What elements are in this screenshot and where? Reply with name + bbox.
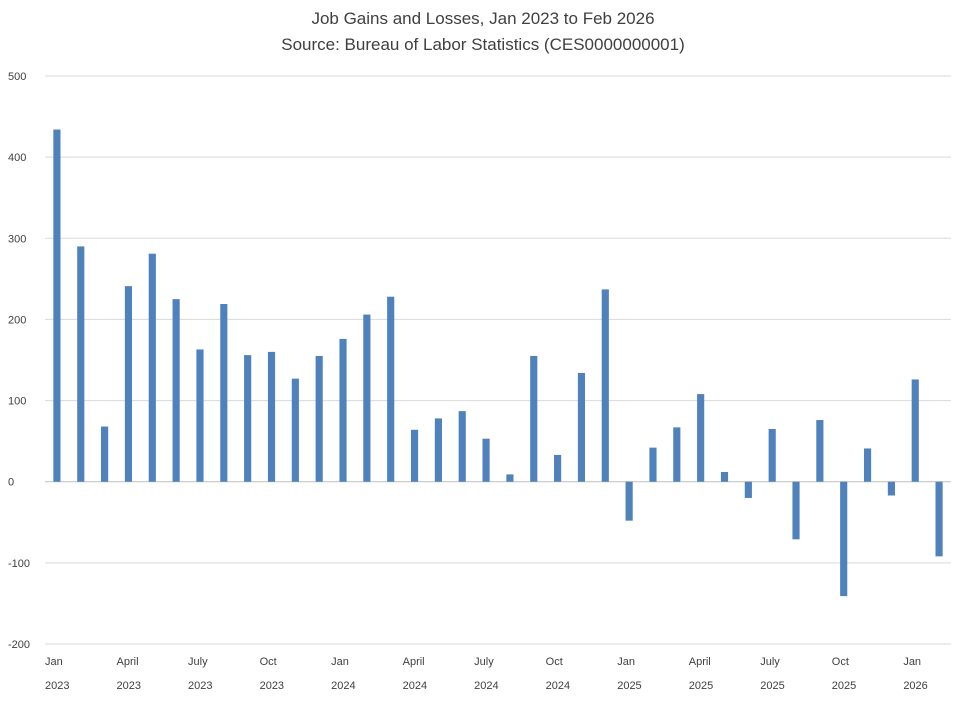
x-tick-label-month: Oct [260,656,277,668]
bar: Apr 2023: 241 [124,286,133,482]
bar: Aug 2025: -71 [792,481,800,540]
bar: Sep 2025: 76 [816,420,824,482]
x-tick-label-year: 2026 [903,680,927,692]
bar: Feb 2025: 42 [649,447,657,482]
y-tick-label: 500 [8,71,26,83]
bars: Jan 2023: 434 Feb 2023: 290 Mar 2023: 68 Ap… [53,129,943,597]
bar: Feb 2024: 206 [363,314,371,482]
x-tick-label-year: 2024 [331,680,355,692]
x-tick-label-month: April [689,656,711,668]
x-tick-label-year: 2023 [117,680,141,692]
x-tick-label-month: Jan [617,656,635,668]
x-tick-label-month: April [117,656,139,668]
bar: Mar 2024: 228 [387,296,395,482]
y-tick-label: 200 [8,314,26,326]
bar: Feb 2026: -92 [935,481,943,557]
x-tick-label-year: 2025 [689,680,713,692]
bar: Aug 2023: 219 [220,304,228,482]
y-tick-label: 0 [8,477,14,489]
bar: Jan 2025: -48 [625,481,633,521]
bar: May 2025: 12 [720,471,729,482]
x-tick-label-month: Jan [45,656,63,668]
y-tick-label: 100 [8,396,26,408]
bar: Oct 2023: 160 [267,351,276,482]
bar: Jul 2024: 53 [482,438,490,482]
y-tick-label: -100 [8,558,30,570]
x-tick-label-year: 2025 [617,680,641,692]
bar: Apr 2024: 64 [410,429,419,482]
x-tick-label-month: Jan [903,656,921,668]
bar: Mar 2023: 68 [101,426,109,482]
x-tick-label-year: 2025 [760,680,784,692]
y-tick-label: 300 [8,233,26,245]
x-axis-labels: Jan 2023 April 2023 July 2023 Oct 2023 Jan 2024 Ap… [45,656,928,692]
bar: Mar 2025: 67 [673,427,681,482]
bar: Oct 2024: 33 [554,454,562,482]
x-tick-label-month: July [760,656,780,668]
bar: Nov 2024: 134 [577,372,586,482]
bar: Sep 2023: 156 [244,355,252,482]
bar: Oct 2025: -141 [840,481,848,597]
bar: Dec 2025: -17 [887,481,895,496]
chart-subtitle: Source: Bureau of Labor Statistics (CES0… [281,35,685,54]
x-tick-label-month: Jan [331,656,349,668]
bar: Jul 2023: 163 [196,349,204,482]
x-tick-label-month: Oct [546,656,563,668]
x-tick-label-month: Oct [832,656,849,668]
gridlines [45,75,951,645]
bar: Jun 2024: 87 [458,411,466,482]
x-tick-label-year: 2024 [403,680,427,692]
x-tick-label-year: 2023 [188,680,212,692]
y-axis-labels: 500 400 300 200 100 0 -100 -200 [8,71,30,651]
bar: Aug 2024: 9 [506,474,514,482]
x-tick-label-year: 2023 [45,680,69,692]
bar: Sep 2024: 155 [530,355,538,482]
x-tick-label-month: July [474,656,494,668]
bar: Dec 2024: 237 [601,289,609,482]
bar: Jan 2026: 126 [911,379,919,482]
x-tick-label-month: July [188,656,208,668]
y-tick-label: 400 [8,152,26,164]
x-tick-label-year: 2023 [260,680,284,692]
bar: Jan 2023: 434 [53,129,61,482]
chart-title: Job Gains and Losses, Jan 2023 to Feb 20… [311,9,655,28]
bar: Jul 2025: 65 [768,428,776,482]
bar: Jan 2024: 176 [339,338,347,482]
bar: Nov 2023: 127 [291,378,299,482]
x-tick-label-month: April [403,656,425,668]
y-tick-label: -200 [8,639,30,651]
bar: Dec 2023: 155 [315,355,323,482]
bar: Jun 2025: -20 [744,481,752,498]
bar: May 2024: 78 [434,418,442,482]
bar: Nov 2025: 41 [863,448,872,482]
x-tick-label-year: 2025 [832,680,856,692]
bar: May 2023: 281 [148,253,156,482]
bar: Feb 2023: 290 [77,246,85,482]
x-tick-label-year: 2024 [474,680,498,692]
bar: Apr 2025: 108 [697,394,705,482]
bar: Jun 2023: 225 [172,299,180,482]
x-tick-label-year: 2024 [546,680,570,692]
